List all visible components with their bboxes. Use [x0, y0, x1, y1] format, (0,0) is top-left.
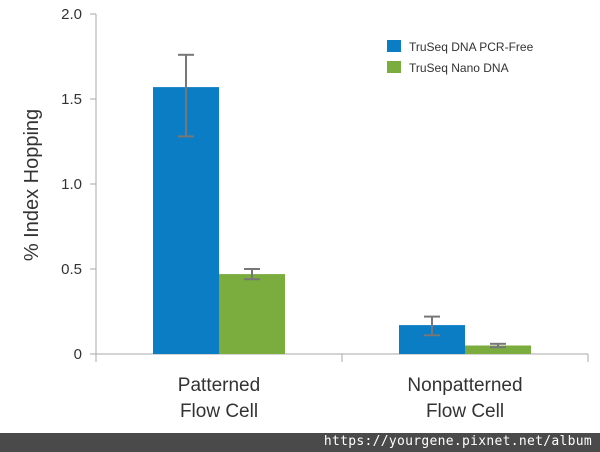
- watermark-text: https://yourgene.pixnet.net/album: [323, 434, 592, 449]
- legend-swatch: [387, 61, 401, 73]
- error-bars: [178, 53, 506, 349]
- y-tick-label: 0.5: [61, 261, 82, 278]
- watermark-bar: https://yourgene.pixnet.net/album: [0, 433, 600, 452]
- y-axis-ticks: 0 0.5 1.0 1.5 2.0: [61, 6, 96, 363]
- y-tick-label: 0: [74, 346, 82, 363]
- legend-label: TruSeq DNA PCR-Free: [409, 40, 534, 54]
- legend: TruSeq DNA PCR-Free TruSeq Nano DNA: [387, 40, 534, 75]
- y-tick-label: 1.0: [61, 176, 82, 193]
- x-category-label-line1: Patterned: [178, 375, 260, 396]
- bar: [219, 274, 285, 354]
- bar-chart: % Index Hopping 0 0.5 1.0 1.5 2.0 Patterned F…: [21, 6, 589, 422]
- x-category-label-line1: Nonpatterned: [407, 375, 522, 396]
- legend-swatch: [387, 40, 401, 52]
- bars: [153, 87, 531, 354]
- x-category-label-line2: Flow Cell: [180, 401, 258, 422]
- bar: [465, 345, 531, 354]
- x-axis-category-labels: Patterned Flow Cell Nonpatterned Flow Cell: [178, 375, 523, 422]
- y-axis-label: % Index Hopping: [21, 109, 43, 261]
- x-category-label-line2: Flow Cell: [426, 401, 504, 422]
- y-tick-label: 1.5: [61, 91, 82, 108]
- y-tick-label: 2.0: [61, 6, 82, 23]
- legend-label: TruSeq Nano DNA: [409, 61, 509, 75]
